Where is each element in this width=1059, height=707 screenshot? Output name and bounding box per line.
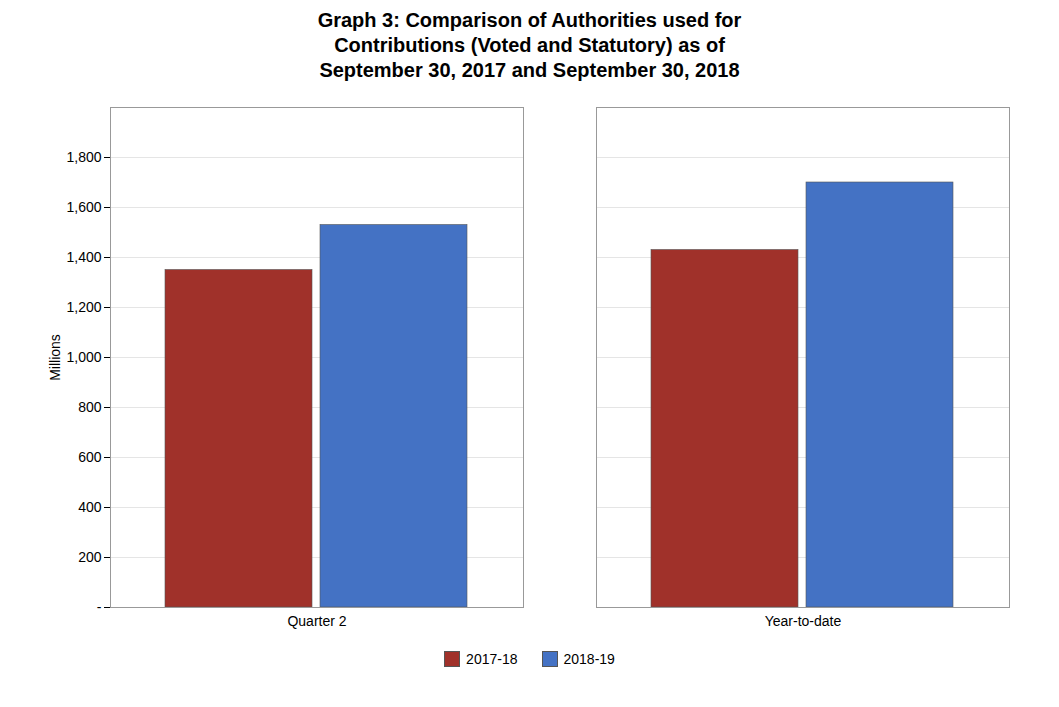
svg-text:Year-to-date: Year-to-date — [764, 613, 841, 629]
svg-text:1,800: 1,800 — [66, 149, 101, 165]
svg-text:400: 400 — [78, 499, 102, 515]
svg-text:800: 800 — [78, 399, 102, 415]
svg-text:200: 200 — [78, 549, 102, 565]
svg-text:1,400: 1,400 — [66, 249, 101, 265]
svg-text:1,600: 1,600 — [66, 199, 101, 215]
svg-text:-: - — [96, 599, 101, 615]
svg-text:1,000: 1,000 — [66, 349, 101, 365]
svg-text:Quarter 2: Quarter 2 — [287, 613, 346, 629]
svg-text:1,200: 1,200 — [66, 299, 101, 315]
html-text:2018-19: 2018-19 — [563, 651, 615, 667]
svg-text:600: 600 — [78, 449, 102, 465]
html-text:2017-18: 2017-18 — [466, 651, 518, 667]
html-text:Graph 3: Comparison of Authori: Graph 3: Comparison of Authorities used … — [317, 9, 742, 81]
svg-text:Millions: Millions — [47, 334, 63, 381]
